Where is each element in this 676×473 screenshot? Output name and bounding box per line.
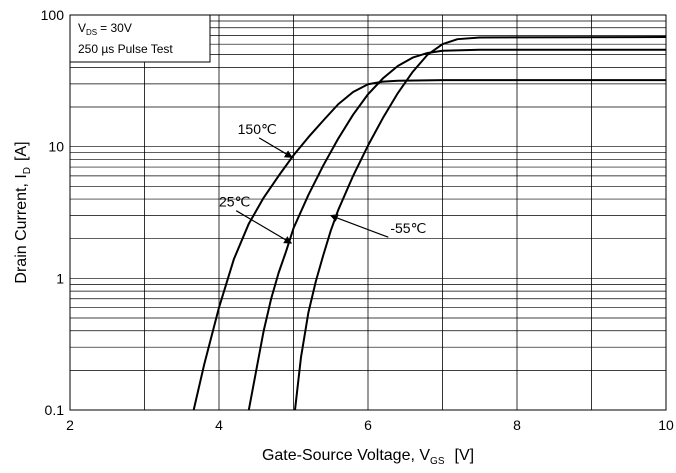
x-axis-label-sub: GS (430, 456, 445, 467)
legend-vds-sub: DS (86, 28, 97, 37)
y-axis-label-sub: D (22, 167, 33, 174)
x-tick-labels: 2 4 6 8 10 (66, 417, 674, 433)
x-tick-label: 8 (513, 417, 521, 433)
y-tick-label: 1 (56, 270, 64, 286)
annotation-arrow-2 (235, 210, 293, 244)
annotation-label-2: 25℃ (219, 194, 250, 210)
legend-box-frame (69, 14, 211, 63)
legend-line-vds: VDS = 30V (78, 21, 132, 37)
legend-line-pulse: 250 µs Pulse Test (78, 42, 173, 56)
series-line-1 (192, 79, 666, 411)
annotation-label-1: 150℃ (238, 121, 277, 137)
x-tick-label: 6 (364, 417, 372, 433)
series-group (192, 36, 667, 411)
annotation-arrow-1 (258, 137, 293, 158)
plot-frame (69, 14, 667, 411)
legend-vds-rest: = 30V (100, 21, 132, 35)
series-line-2 (247, 48, 666, 411)
series-line-3 (293, 36, 667, 411)
x-axis-label-main: Gate-Source Voltage, V (262, 447, 430, 464)
y-axis-label-unit: [A] (13, 141, 30, 161)
y-tick-label: 10 (48, 139, 64, 155)
y-tick-labels: 0.1 1 10 100 (41, 7, 65, 418)
annotations: 150℃ 25℃ -55℃ (219, 121, 426, 244)
y-axis-label-main: Drain Current, I (13, 174, 30, 283)
y-axis-label: Drain Current, ID [A] (13, 141, 33, 283)
x-axis-label: Gate-Source Voltage, VGS [V] (262, 447, 474, 467)
x-tick-label: 2 (66, 417, 74, 433)
y-tick-label: 100 (41, 7, 65, 23)
x-tick-label: 10 (658, 417, 674, 433)
legend-box: VDS = 30V 250 µs Pulse Test (69, 14, 211, 63)
annotation-arrow-3 (329, 214, 389, 238)
x-tick-label: 4 (215, 417, 223, 433)
x-axis-label-unit: [V] (455, 447, 475, 464)
legend-vds-main: V (78, 21, 86, 35)
annotation-label-3: -55℃ (390, 220, 426, 236)
y-tick-label: 0.1 (45, 402, 65, 418)
